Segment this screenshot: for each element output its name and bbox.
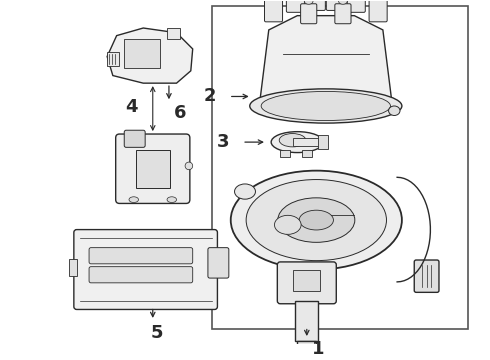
Ellipse shape [304,0,313,4]
FancyBboxPatch shape [208,248,229,278]
Ellipse shape [274,215,301,234]
Ellipse shape [271,132,323,153]
Ellipse shape [129,197,139,202]
FancyBboxPatch shape [307,0,325,10]
Polygon shape [107,28,193,83]
Ellipse shape [389,106,400,116]
FancyBboxPatch shape [116,134,190,203]
Bar [297,341,317,360]
Bar [212,6,468,329]
Ellipse shape [246,180,387,261]
Bar [318,135,328,149]
Ellipse shape [278,198,355,242]
FancyBboxPatch shape [89,267,193,283]
Ellipse shape [279,134,306,147]
Text: 2: 2 [204,87,217,105]
Ellipse shape [167,197,176,202]
FancyBboxPatch shape [74,230,218,310]
FancyBboxPatch shape [335,4,351,24]
Ellipse shape [299,210,333,230]
Bar [293,138,326,146]
Polygon shape [259,15,392,106]
FancyBboxPatch shape [347,0,365,12]
Bar [107,52,119,66]
Bar [302,150,312,157]
Bar [295,301,318,341]
Text: 3: 3 [217,133,229,151]
Ellipse shape [261,91,391,121]
FancyBboxPatch shape [286,0,304,12]
FancyBboxPatch shape [301,4,317,24]
Bar [69,259,77,276]
Ellipse shape [339,0,347,4]
Bar [167,28,180,40]
FancyBboxPatch shape [277,262,336,304]
FancyBboxPatch shape [89,248,193,264]
Text: 4: 4 [125,98,138,116]
Text: 6: 6 [173,104,186,122]
FancyBboxPatch shape [369,0,387,22]
Text: 1: 1 [312,340,324,358]
FancyBboxPatch shape [414,260,439,292]
Bar [124,40,160,68]
Text: 5: 5 [150,324,163,342]
Bar [136,150,170,188]
FancyBboxPatch shape [265,0,283,22]
FancyBboxPatch shape [124,130,145,147]
Ellipse shape [250,89,402,123]
FancyBboxPatch shape [326,0,344,10]
Ellipse shape [231,171,402,270]
Ellipse shape [185,162,193,170]
Ellipse shape [235,184,255,199]
Bar [280,150,290,157]
Bar [294,270,320,291]
